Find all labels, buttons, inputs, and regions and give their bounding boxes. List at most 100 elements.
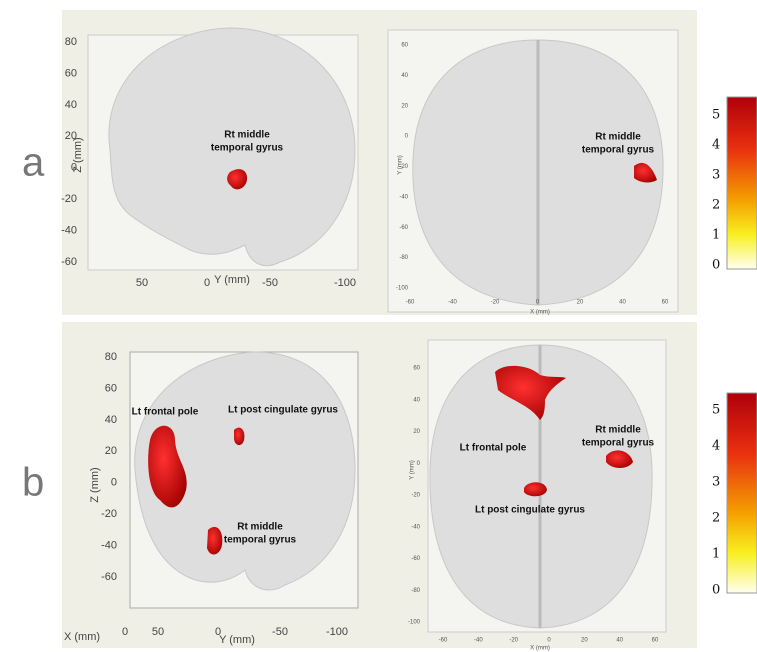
region-label: Rt middle: [224, 130, 270, 141]
region-blob: [524, 482, 547, 497]
x-tick-label: -20: [491, 300, 500, 306]
region-blob: [227, 169, 248, 190]
x-tick-label: 50: [152, 626, 164, 638]
panel-label: b: [22, 461, 44, 505]
y-tick-label: 60: [413, 366, 420, 372]
y-tick-label: -20: [101, 508, 117, 520]
colorbar-tick-label: 2: [712, 511, 720, 526]
region-label: temporal gyrus: [211, 143, 284, 154]
y-tick-label: 20: [413, 429, 420, 435]
x-tick-label: -60: [439, 638, 448, 644]
region-label: temporal gyrus: [582, 145, 655, 156]
x-tick-label: -20: [509, 638, 518, 644]
y-tick-label: -80: [399, 255, 408, 261]
colorbar-tick-label: 1: [712, 228, 720, 243]
brain: [134, 351, 356, 591]
x-tick-label: -60: [406, 300, 415, 306]
x-tick-label: -40: [448, 300, 457, 306]
region-label: Rt middle: [595, 132, 641, 143]
region-label: Rt middle: [595, 425, 641, 436]
y-axis-label: Y (mm): [410, 460, 416, 480]
x-tick-label: 0: [122, 626, 128, 638]
region-label: Lt post cingulate gyrus: [475, 505, 585, 516]
colorbar-tick-label: 4: [712, 439, 720, 454]
y-tick-label: -100: [408, 620, 421, 626]
colorbar-tick-label: 0: [712, 583, 720, 598]
y-tick-label: 60: [401, 43, 408, 49]
region-label: Rt middle: [237, 522, 283, 533]
x-tick-label: 40: [619, 300, 626, 306]
y-tick-label: -40: [399, 194, 408, 200]
y-tick-label: -20: [399, 164, 408, 170]
region-blob: [148, 425, 187, 508]
y-tick-label: -80: [411, 588, 420, 594]
y-tick-label: 80: [105, 351, 117, 363]
x-tick-label: 40: [616, 638, 623, 644]
brain: [108, 27, 356, 267]
colorbar-tick-label: 0: [712, 258, 720, 273]
x-tick-label: 60: [652, 638, 659, 644]
x-tick-label: 20: [581, 638, 588, 644]
y-axis-label: Y (mm): [398, 155, 404, 175]
x-axis-label: Y (mm): [214, 274, 250, 286]
y-tick-label: -40: [101, 539, 117, 551]
x-tick-label: 60: [662, 300, 669, 306]
colorbar-tick-label: 5: [712, 108, 720, 123]
region-label: Lt post cingulate gyrus: [228, 405, 338, 416]
x-tick-label: -40: [474, 638, 483, 644]
region-label: temporal gyrus: [582, 438, 655, 449]
axis-label: X (mm): [64, 631, 100, 643]
colorbar: [726, 392, 757, 594]
region-label: temporal gyrus: [224, 535, 297, 546]
y-tick-label: -60: [411, 556, 420, 562]
y-tick-label: -40: [61, 224, 77, 236]
colorbar: [726, 96, 757, 270]
x-axis-label: Y (mm): [219, 634, 255, 646]
y-tick-label: 40: [65, 99, 77, 111]
region-blob: [606, 450, 633, 468]
y-tick-label: -60: [399, 225, 408, 231]
y-tick-label: 20: [105, 445, 117, 457]
y-tick-label: -60: [101, 571, 117, 583]
y-tick-label: 0: [417, 461, 421, 467]
y-tick-label: 0: [405, 134, 409, 140]
colorbar-tick-label: 3: [712, 475, 720, 490]
region-blob: [207, 526, 223, 555]
y-tick-label: -60: [61, 256, 77, 268]
y-tick-label: -20: [411, 493, 420, 499]
y-tick-label: 20: [65, 130, 77, 142]
x-tick-label: 50: [136, 277, 148, 289]
colorbar-tick-label: 5: [712, 403, 720, 418]
y-tick-label: 80: [65, 36, 77, 48]
y-tick-label: -40: [411, 524, 420, 530]
y-tick-label: 60: [65, 67, 77, 79]
x-tick-label: -100: [326, 626, 348, 638]
y-tick-label: 0: [71, 162, 77, 174]
y-axis-label: Z (mm): [89, 467, 101, 502]
x-tick-label: 0: [547, 638, 551, 644]
x-tick-label: -50: [262, 277, 278, 289]
x-tick-label: -100: [334, 277, 356, 289]
x-tick-label: 0: [536, 300, 540, 306]
region-blob: [234, 427, 245, 446]
x-tick-label: 0: [204, 277, 210, 289]
y-tick-label: 20: [401, 103, 408, 109]
y-axis-label: Z (mm): [72, 137, 84, 172]
y-tick-label: 0: [111, 477, 117, 489]
colorbar-tick-label: 1: [712, 547, 720, 562]
x-tick-label: 20: [577, 300, 584, 306]
region-label: Lt frontal pole: [460, 443, 527, 454]
x-axis-label: X (mm): [530, 646, 550, 652]
y-tick-label: 40: [413, 397, 420, 403]
y-tick-label: 40: [105, 414, 117, 426]
colorbar-tick-label: 3: [712, 168, 720, 183]
x-tick-label: -50: [272, 626, 288, 638]
region-label: Lt frontal pole: [132, 407, 199, 418]
region-blob: [634, 162, 657, 183]
region-blob: [495, 365, 566, 420]
x-tick-label: 0: [215, 626, 221, 638]
panel-label: a: [22, 141, 45, 185]
colorbar-tick-label: 2: [712, 198, 720, 213]
y-tick-label: -20: [61, 193, 77, 205]
